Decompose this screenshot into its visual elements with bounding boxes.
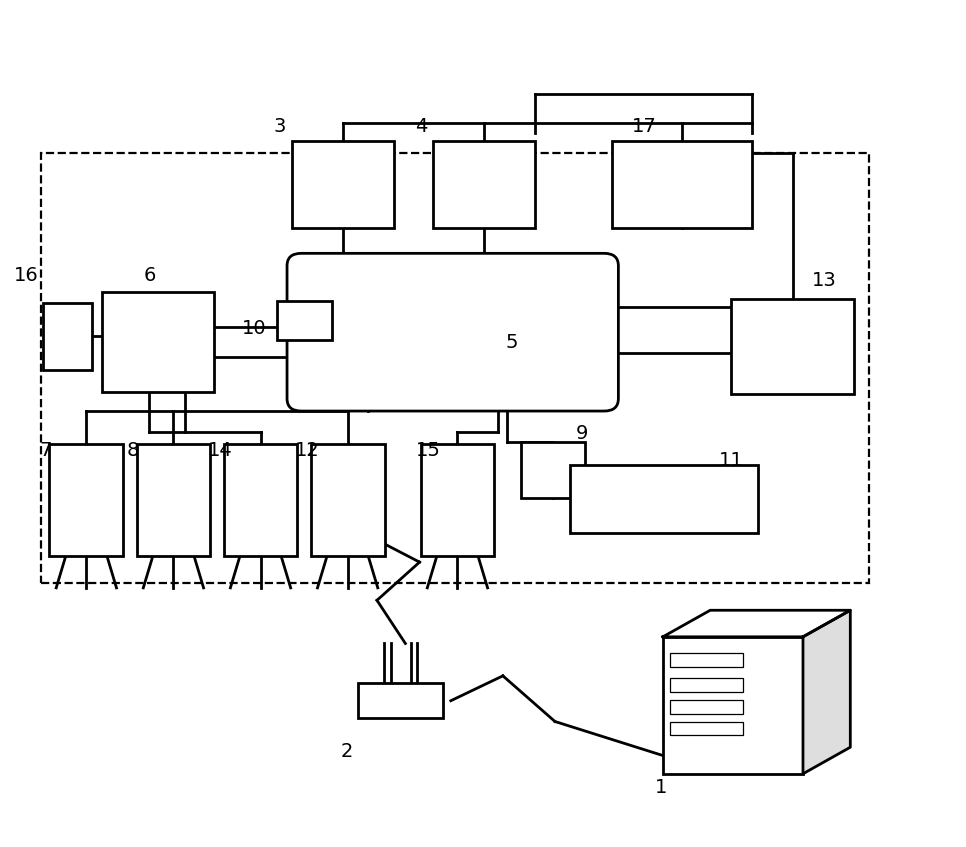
Bar bbox=[670, 700, 743, 713]
Bar bbox=[521, 442, 585, 498]
Bar bbox=[670, 722, 743, 735]
Text: 17: 17 bbox=[632, 117, 656, 136]
Text: 11: 11 bbox=[719, 451, 744, 470]
Bar bbox=[292, 141, 394, 229]
Text: 9: 9 bbox=[576, 424, 588, 443]
Bar bbox=[358, 684, 443, 718]
Polygon shape bbox=[663, 610, 850, 637]
Text: 16: 16 bbox=[14, 266, 39, 285]
Bar bbox=[223, 444, 298, 556]
Bar bbox=[670, 653, 743, 667]
FancyBboxPatch shape bbox=[287, 253, 618, 411]
Text: 2: 2 bbox=[340, 742, 353, 761]
Bar bbox=[611, 141, 752, 229]
Bar bbox=[311, 444, 384, 556]
Bar bbox=[136, 444, 211, 556]
Bar bbox=[670, 678, 743, 692]
Bar bbox=[102, 292, 214, 392]
Text: 13: 13 bbox=[811, 271, 837, 291]
Text: 4: 4 bbox=[415, 117, 428, 136]
Polygon shape bbox=[803, 610, 850, 774]
Text: 15: 15 bbox=[415, 440, 440, 460]
Bar bbox=[41, 153, 869, 583]
Bar bbox=[731, 299, 854, 395]
Text: 5: 5 bbox=[505, 333, 518, 352]
Text: 12: 12 bbox=[295, 440, 320, 460]
Bar bbox=[43, 303, 92, 369]
Text: 1: 1 bbox=[655, 778, 668, 796]
Text: 10: 10 bbox=[242, 318, 267, 338]
Bar bbox=[276, 301, 331, 340]
Bar bbox=[49, 444, 124, 556]
Bar bbox=[433, 141, 535, 229]
Text: 8: 8 bbox=[127, 440, 139, 460]
Text: 6: 6 bbox=[144, 266, 156, 285]
Text: 3: 3 bbox=[273, 117, 286, 136]
Text: 7: 7 bbox=[40, 440, 52, 460]
Bar bbox=[570, 465, 757, 533]
Text: 14: 14 bbox=[208, 440, 232, 460]
Bar bbox=[420, 444, 495, 556]
Bar bbox=[663, 637, 803, 774]
